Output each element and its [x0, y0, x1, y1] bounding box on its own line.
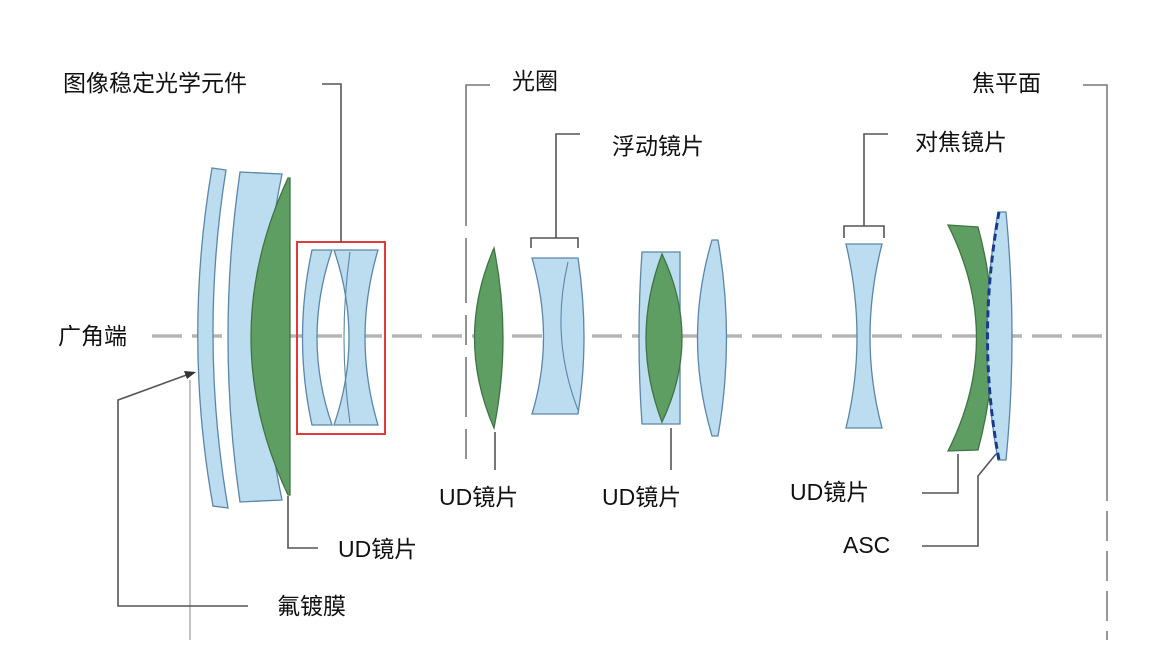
floating-lens-inner [560, 261, 579, 411]
aperture-line [465, 84, 490, 460]
ud-front-lens [250, 177, 291, 496]
label-ud-lens-1: UD镜片 [338, 536, 417, 562]
fluorine-coating-leader [117, 372, 248, 607]
ud-lens-1-leader [287, 496, 318, 549]
asc-coating [986, 211, 1001, 461]
focal-plane-line [1083, 84, 1108, 640]
front-meniscus-lens [197, 167, 229, 509]
label-ud-lens-2: UD镜片 [439, 484, 518, 510]
asc-leader [922, 453, 997, 547]
label-focus-lens: 对焦镜片 [915, 130, 1007, 156]
label-aperture: 光圈 [512, 69, 558, 95]
floating-lens-bracket [530, 133, 580, 248]
label-ud-lens-3: UD镜片 [602, 484, 681, 510]
mid-meniscus-lens [696, 239, 728, 437]
floating-lens [531, 257, 585, 415]
label-ud-lens-4: UD镜片 [790, 479, 869, 505]
stabilizer-lens-b [333, 249, 379, 426]
label-floating-lens: 浮动镜片 [612, 134, 704, 160]
rear-blue-lens [986, 211, 1013, 461]
fluorine-coating-arrow [184, 371, 196, 379]
focus-lens [845, 243, 883, 429]
label-asc: ASC [843, 532, 890, 558]
stabilizer-lens-c [343, 251, 351, 424]
label-image-stabilizer: 图像稳定光学元件 [63, 71, 247, 97]
label-focal-plane: 焦平面 [972, 71, 1041, 97]
label-wide-end: 广角端 [58, 324, 127, 350]
stabilizer-lens-a [301, 249, 333, 426]
ud-aperture-lens [473, 245, 504, 431]
stabilizer-leader [322, 83, 342, 242]
focus-lens-bracket [843, 133, 888, 238]
ud-mid-lens [645, 252, 683, 424]
ud-lens-4-leader [922, 454, 959, 494]
label-fluorine-coating: 氟镀膜 [277, 594, 346, 620]
